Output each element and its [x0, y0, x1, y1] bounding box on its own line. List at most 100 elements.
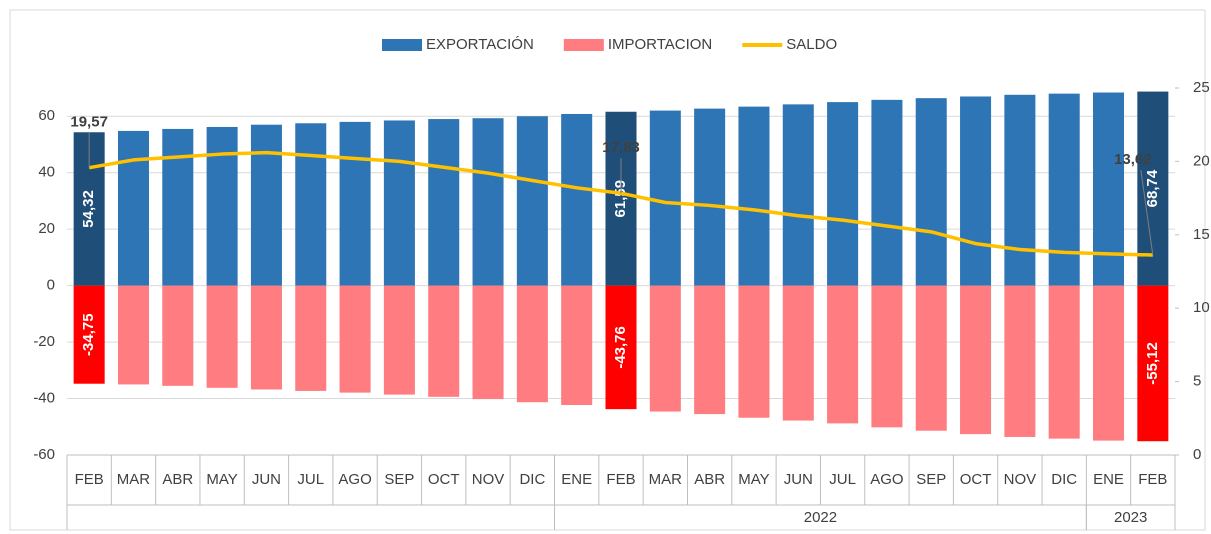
x-tick-label: JUL: [297, 471, 324, 488]
bar: [915, 285, 947, 431]
bar: [339, 285, 371, 393]
bar: [1137, 285, 1169, 442]
group-label: 2023: [1114, 509, 1147, 526]
x-tick-label: JUN: [252, 471, 281, 488]
x-tick-label: ENE: [561, 471, 592, 488]
data-label: 13,62: [1114, 151, 1152, 168]
bar: [383, 285, 415, 395]
x-tick-label: ABR: [162, 471, 193, 488]
y-tick-label: 20: [38, 220, 55, 237]
bar: [561, 113, 593, 286]
bar: [605, 285, 637, 410]
data-label: -43,76: [612, 326, 629, 369]
x-tick-label: AGO: [338, 471, 371, 488]
legend-label: IMPORTACION: [608, 36, 712, 53]
y-tick-label: 0: [47, 277, 55, 294]
chart-border: [9, 9, 1206, 531]
y-tick-label: -20: [33, 333, 55, 350]
data-label: -34,75: [80, 313, 97, 356]
x-tick-label: MAR: [117, 471, 151, 488]
legend-label: EXPORTACIÓN: [426, 36, 534, 53]
bar: [738, 106, 770, 286]
bar: [162, 285, 194, 386]
y2-tick-label: 15: [1193, 226, 1210, 243]
legend-label: SALDO: [786, 36, 837, 53]
bar: [1093, 92, 1125, 286]
legend-swatch: [563, 39, 604, 51]
x-tick-label: ABR: [694, 471, 725, 488]
bar: [428, 119, 460, 286]
bar: [649, 110, 681, 286]
bar: [117, 130, 149, 286]
bar: [605, 111, 637, 286]
bar: [295, 123, 327, 286]
bar: [1004, 94, 1036, 286]
bar: [649, 285, 681, 412]
y2-tick-label: 25: [1193, 79, 1210, 96]
x-tick-label: MAY: [206, 471, 237, 488]
bar: [694, 108, 726, 286]
bar: [250, 285, 282, 390]
y-tick-label: -60: [33, 446, 55, 463]
x-tick-label: DIC: [519, 471, 545, 488]
legend-swatch: [382, 39, 422, 51]
x-tick-label: OCT: [428, 471, 460, 488]
bar: [472, 118, 504, 286]
bar: [960, 285, 992, 435]
bar: [383, 120, 415, 286]
bar: [915, 98, 947, 286]
x-tick-label: FEB: [75, 471, 104, 488]
leader-line: [1140, 169, 1154, 256]
data-label: 19,57: [70, 114, 108, 131]
x-tick-label: JUN: [784, 471, 813, 488]
bar: [295, 285, 327, 391]
data-label: -55,12: [1144, 342, 1161, 385]
y-tick-label: 40: [38, 164, 55, 181]
x-tick-label: FEB: [606, 471, 635, 488]
group-label: 2022: [804, 509, 837, 526]
bar: [827, 102, 859, 286]
bar: [206, 285, 238, 388]
bar: [561, 285, 593, 406]
x-tick-label: MAY: [738, 471, 769, 488]
bar: [339, 121, 371, 286]
bar: [428, 285, 460, 397]
x-tick-label: AGO: [870, 471, 903, 488]
bar: [738, 285, 770, 418]
y-tick-label: 60: [38, 107, 55, 124]
bar: [73, 285, 105, 384]
bar: [1093, 285, 1125, 441]
y2-tick-label: 20: [1193, 152, 1210, 169]
bar: [206, 126, 238, 286]
bar: [782, 104, 814, 286]
x-tick-label: NOV: [1004, 471, 1037, 488]
bar: [516, 285, 548, 403]
data-label: 54,32: [80, 190, 97, 228]
bar: [782, 285, 814, 421]
y-tick-label: -40: [33, 390, 55, 407]
x-tick-label: OCT: [960, 471, 992, 488]
bar: [871, 99, 903, 286]
x-tick-label: SEP: [384, 471, 414, 488]
x-tick-label: ENE: [1093, 471, 1124, 488]
bar: [1048, 93, 1080, 286]
bar: [1048, 285, 1080, 439]
data-label: 17,83: [602, 139, 640, 156]
x-tick-label: SEP: [916, 471, 946, 488]
x-tick-label: FEB: [1138, 471, 1167, 488]
bar: [960, 96, 992, 286]
bar: [162, 128, 194, 286]
bar: [250, 124, 282, 286]
y2-tick-label: 0: [1193, 446, 1201, 463]
y2-tick-label: 10: [1193, 299, 1210, 316]
data-label: 61,59: [612, 180, 629, 218]
x-tick-label: NOV: [472, 471, 505, 488]
bar: [827, 285, 859, 424]
bar: [871, 285, 903, 428]
data-label: 68,74: [1144, 169, 1161, 207]
bar: [694, 285, 726, 415]
x-tick-label: MAR: [649, 471, 683, 488]
bar: [1004, 285, 1036, 437]
x-tick-label: DIC: [1051, 471, 1077, 488]
